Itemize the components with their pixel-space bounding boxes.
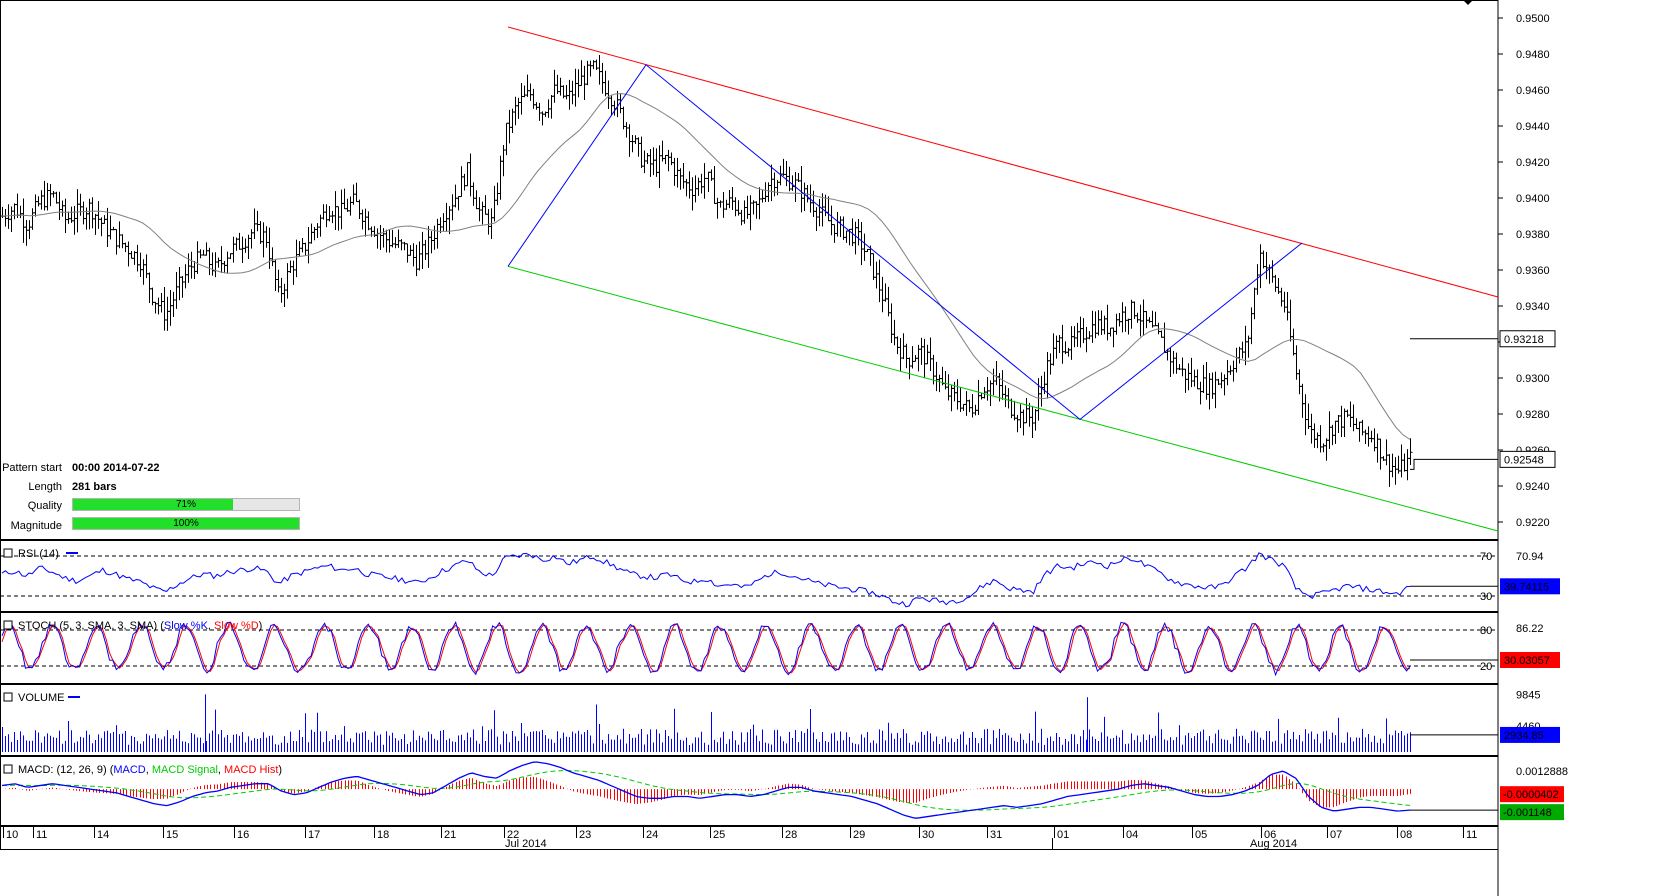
volume-tick-label: 9845	[1516, 690, 1540, 702]
magnitude-bar-text: 100%	[173, 518, 199, 529]
macd-line	[1, 761, 1411, 819]
quality-bar: 71%	[72, 498, 300, 511]
x-day-label: 22	[507, 829, 519, 841]
price-tick-label: 0.9340	[1516, 301, 1550, 313]
x-day-label: 14	[97, 829, 109, 841]
magnitude-bar-fill	[73, 518, 299, 529]
length-value: 281 bars	[72, 481, 117, 493]
x-day-label: 21	[444, 829, 456, 841]
x-day-label: 25	[713, 829, 725, 841]
macd-title: MACD: (12, 26, 9) (MACD, MACD Signal, MA…	[18, 764, 282, 776]
x-month-label: Jul 2014	[505, 838, 547, 850]
ma-value-label-box	[1499, 330, 1556, 348]
price-tick-label: 0.9360	[1516, 265, 1550, 277]
pattern-start-label: Pattern start	[2, 462, 62, 474]
panel-frame-3	[0, 684, 1499, 756]
stoch-level-label: 20	[1480, 661, 1492, 673]
price-bars	[0, 55, 1413, 487]
x-day-label: 05	[1195, 829, 1207, 841]
price-tick-label: 0.9400	[1516, 193, 1550, 205]
x-month-label: Aug 2014	[1250, 838, 1297, 850]
price-tick-label: 0.9500	[1516, 13, 1550, 25]
x-day-label: 28	[785, 829, 797, 841]
x-day-label: 11	[36, 829, 47, 841]
rsi-collapse-icon	[3, 548, 13, 558]
price-tick-label: 0.9420	[1516, 157, 1550, 169]
price-tick-label: 0.9480	[1516, 49, 1550, 61]
x-day-label: 04	[1126, 829, 1138, 841]
last-price-label: 0.92548	[1504, 454, 1544, 466]
rsi-value-box	[1500, 578, 1560, 595]
price-tick-label: 0.9460	[1516, 85, 1550, 97]
price-tick-label: 0.9220	[1516, 517, 1550, 529]
macd-hist-box	[1500, 786, 1564, 803]
length-label: Length	[28, 481, 62, 493]
price-tick-label: 0.9240	[1516, 481, 1550, 493]
x-day-label: 07	[1330, 829, 1342, 841]
volume-collapse-icon	[3, 692, 13, 702]
price-tick-label: 0.9380	[1516, 229, 1550, 241]
stoch-value-label: 30.03057	[1504, 655, 1550, 667]
price-tick-label: 0.9280	[1516, 409, 1550, 421]
last-price-marker	[1410, 458, 1498, 470]
stoch-collapse-icon	[3, 620, 13, 630]
macd-top-label: 0.0012888	[1516, 766, 1568, 778]
macd-signal-line	[2, 769, 1411, 811]
magnitude-label: Magnitude	[10, 520, 62, 532]
quality-bar-text: 71%	[175, 499, 196, 510]
rsi-value-label: 39.74115	[1504, 581, 1549, 593]
x-day-label: 29	[853, 829, 865, 841]
stoch-level-label: 80	[1480, 625, 1492, 637]
stoch-d-line	[1, 621, 1411, 674]
stoch-top-label: 86.22	[1516, 623, 1544, 635]
macd-collapse-icon	[3, 764, 13, 774]
x-day-label: 01	[1057, 829, 1069, 841]
panel-frame-1	[0, 540, 1499, 612]
macd-hist-label: -0.0000402	[1503, 789, 1559, 801]
macd-value-label: -0.001148	[1503, 807, 1552, 819]
rsi-top-label: 70.94	[1516, 551, 1544, 563]
rsi-line	[1, 552, 1411, 608]
x-day-label: 18	[377, 829, 389, 841]
x-day-label: 24	[646, 829, 658, 841]
last-price-label-box	[1499, 450, 1556, 468]
price-tick-label: 0.9300	[1516, 373, 1550, 385]
macd-value-box	[1500, 804, 1564, 821]
volume-value-label: 2934.85	[1504, 730, 1544, 742]
rsi-title: RSI (14)	[18, 548, 59, 560]
x-day-label: 31	[990, 829, 1002, 841]
rsi-level-label: 70	[1480, 551, 1492, 563]
channel-lower-line	[507, 265, 1499, 532]
panel-frame-0	[0, 0, 1499, 540]
ma-value-label: 0.93218	[1504, 334, 1544, 346]
scroll-arrow-icon	[1463, 0, 1473, 5]
stoch-title: STOCH (5, 3, SMA, 3, SMA) (Slow %K, Slow…	[18, 620, 262, 632]
x-day-label: 23	[579, 829, 591, 841]
volume-bars	[2, 704, 1411, 752]
channel-upper-line	[507, 26, 1499, 298]
x-day-label: 06	[1264, 829, 1276, 841]
magnitude-bar: 100%	[72, 517, 300, 530]
moving-average-line	[1, 92, 1411, 440]
x-day-label: 30	[922, 829, 934, 841]
x-day-label: 10	[6, 829, 18, 841]
x-day-label: 16	[237, 829, 249, 841]
zigzag-line	[507, 64, 1303, 421]
pattern-start-value: 00:00 2014-07-22	[72, 462, 160, 474]
rsi-level-label: 30	[1480, 591, 1492, 603]
stoch-k-line	[1, 620, 1411, 677]
x-day-label: 17	[308, 829, 320, 841]
stoch-value-box	[1500, 652, 1560, 668]
quality-bar-fill	[73, 499, 234, 510]
volume-title: VOLUME	[18, 692, 64, 704]
volume-value-box	[1500, 726, 1560, 743]
x-day-label: 15	[166, 829, 178, 841]
price-tick-label: 0.9440	[1516, 121, 1550, 133]
x-day-label: 08	[1400, 829, 1412, 841]
x-day-label: 11	[1466, 829, 1477, 841]
quality-label: Quality	[27, 500, 62, 512]
